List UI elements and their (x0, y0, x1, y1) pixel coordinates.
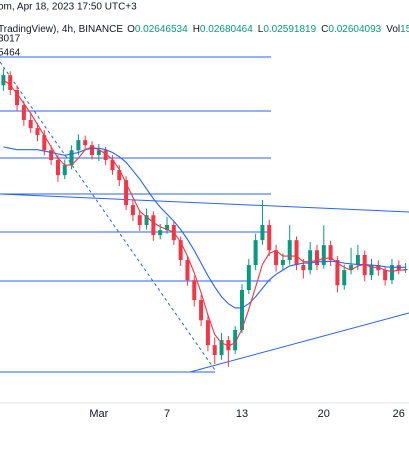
candle-body (328, 245, 333, 261)
x-tick-label: 20 (318, 408, 330, 420)
candle-body (403, 268, 408, 271)
candle-body (192, 280, 197, 301)
candle-body (267, 225, 272, 251)
candle-body (314, 250, 319, 266)
candle-body (287, 240, 292, 261)
candle-body (124, 180, 129, 206)
candle-body (260, 225, 265, 241)
candle-body (83, 140, 88, 146)
candle-body (280, 260, 285, 266)
fib-diagonal (0, 61, 216, 371)
moving-average-line (3, 79, 406, 347)
candle-body (8, 75, 13, 91)
x-tick-label: 7 (164, 408, 170, 420)
ohlc-key: L (258, 24, 264, 35)
candles (1, 68, 408, 367)
moving-average-line (3, 146, 406, 309)
candle-body (219, 340, 224, 355)
candle-body (239, 290, 244, 331)
candle-body (308, 250, 313, 271)
candle-body (321, 245, 326, 266)
candle-body (117, 170, 122, 181)
ohlc-key: O (127, 24, 135, 35)
candle-body (233, 330, 238, 351)
header-symbol: TradingView), 4h, BINANCE O0.02646534 H0.0… (0, 24, 409, 35)
candle-body (96, 150, 101, 155)
candle-body (199, 300, 204, 321)
indicator-value: 5464 (0, 48, 21, 59)
candle-body (110, 160, 115, 171)
candle-body (185, 260, 190, 281)
candle-body (137, 215, 142, 226)
header-timestamp: om, Apr 18, 2023 17:50 UTC+3 (0, 2, 137, 13)
candle-body (274, 250, 279, 266)
candle-body (130, 205, 135, 216)
candle-body (389, 265, 394, 281)
candle-body (76, 140, 81, 151)
candle-body (49, 150, 54, 161)
ohlc-key: H (193, 24, 200, 35)
candle-body (253, 240, 258, 266)
candle-body (246, 265, 251, 290)
x-tick-label: 26 (393, 408, 405, 420)
indicator-value: 3017 (0, 34, 21, 45)
candle-body (342, 270, 347, 286)
ohlc-value: 0.02646534 (135, 24, 188, 35)
ohlc-key: C (321, 24, 328, 35)
candle-body (15, 90, 20, 106)
candle-body (369, 265, 374, 276)
candle-body (178, 240, 183, 261)
candle-body (158, 230, 163, 236)
trend-line (189, 312, 409, 373)
candle-body (355, 254, 360, 266)
candle-body (294, 240, 299, 266)
candle-body (28, 119, 33, 129)
candle-body (35, 128, 40, 136)
candle-body (205, 320, 210, 346)
drawings (0, 56, 409, 373)
x-tick-label: 13 (236, 408, 248, 420)
trend-line (0, 193, 409, 213)
ohlc-value: 0.02604093 (328, 24, 381, 35)
ohlc-value: 15.114M (400, 24, 409, 35)
ohlc-value: 0.02680464 (200, 24, 253, 35)
candle-body (151, 215, 156, 236)
candle-body (165, 225, 170, 231)
candle-body (62, 165, 67, 176)
candle-body (301, 265, 306, 271)
ohlc-key: Vol (386, 24, 400, 35)
candle-body (383, 270, 388, 281)
candle-body (21, 105, 26, 120)
candle-body (349, 265, 354, 271)
candle-body (55, 160, 60, 176)
candle-body (212, 345, 217, 355)
candle-body (90, 145, 95, 155)
header-symbol-text: TradingView), 4h, BINANCE (0, 24, 123, 35)
x-tick-label: Mar (89, 408, 108, 420)
candle-body (335, 260, 340, 286)
candle-body (42, 135, 47, 151)
candle-body (144, 215, 149, 226)
candle-body (69, 150, 74, 166)
ohlc-value: 0.02591819 (263, 24, 316, 35)
candle-body (103, 150, 108, 161)
